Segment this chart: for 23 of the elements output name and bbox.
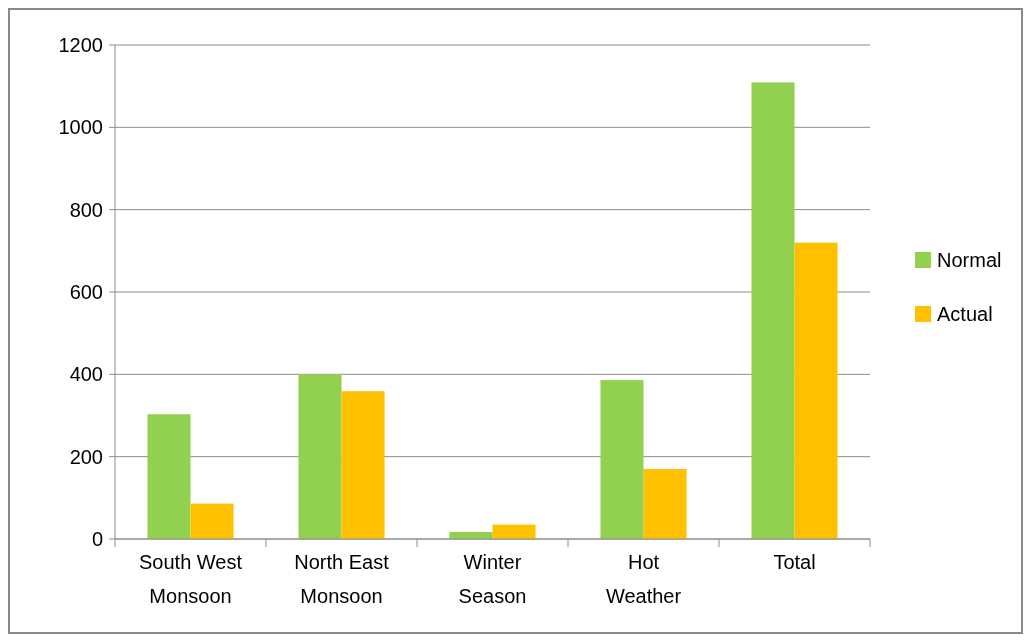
legend-label: Normal: [937, 249, 1002, 271]
x-tick-label: North East Monsoon: [294, 551, 390, 607]
x-tick-label: Hot Weather: [605, 551, 682, 607]
bar: [643, 469, 687, 539]
bar: [600, 380, 644, 539]
y-tick-label: 800: [69, 198, 103, 221]
y-tick-label: 0: [91, 528, 103, 550]
bar: [298, 374, 342, 539]
bar: [147, 414, 191, 539]
bar: [341, 391, 385, 539]
bar: [794, 242, 838, 539]
y-tick-label: 400: [69, 363, 103, 386]
x-tick-label: Winter Season: [458, 551, 527, 607]
y-tick-label: 200: [69, 445, 103, 468]
bar: [492, 524, 536, 539]
legend-label: Actual: [937, 303, 993, 325]
y-tick-label: 1200: [58, 34, 103, 56]
bar: [751, 82, 795, 539]
x-tick-label: Total: [773, 551, 816, 573]
y-tick-label: 600: [69, 281, 103, 303]
y-tick-label: 1000: [58, 116, 103, 139]
bar: [190, 503, 234, 539]
x-tick-label: South West Monsoon: [138, 551, 243, 607]
